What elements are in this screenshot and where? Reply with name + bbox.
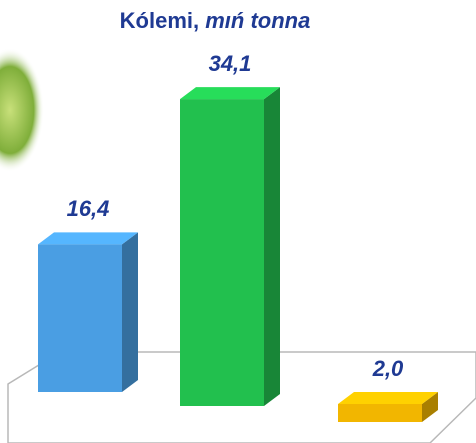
title-unit: mıń tonna [205, 8, 310, 33]
bar-top [338, 392, 438, 404]
data-label: 34,1 [209, 51, 252, 76]
bar [180, 99, 264, 406]
bar-side [122, 232, 138, 392]
title-main: Kólemi, [120, 8, 199, 33]
bar [338, 404, 422, 422]
bars: 16,4 34,1 2,0 [38, 51, 438, 422]
decor-lettuce [0, 48, 44, 172]
data-label: 2,0 [372, 356, 404, 381]
bar-side [422, 392, 438, 422]
bar [38, 244, 122, 392]
bar-top [38, 232, 138, 245]
bar-top [180, 87, 280, 100]
bar-side [264, 87, 280, 406]
chart-title: Kólemi, mıń tonna [120, 8, 311, 33]
data-label: 16,4 [67, 196, 110, 221]
